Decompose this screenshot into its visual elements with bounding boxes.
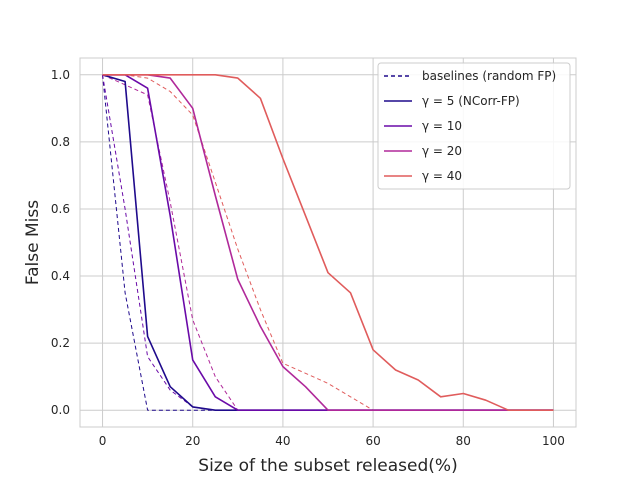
- legend-label: baselines (random FP): [422, 69, 556, 83]
- legend-label: γ = 10: [422, 119, 462, 133]
- plot-frame: [79, 57, 577, 428]
- legend-label: γ = 40: [422, 169, 462, 183]
- y-axis-title: False Miss: [23, 200, 43, 285]
- y-tick-label: 1.0: [51, 68, 70, 82]
- legend: baselines (random FP) γ = 5 (NCorr-FP) γ =…: [377, 62, 571, 190]
- y-tick-label: 0.6: [51, 202, 70, 216]
- legend-label: γ = 5 (NCorr-FP): [422, 94, 520, 108]
- x-tick-label: 60: [365, 434, 380, 448]
- y-tick-label: 0.8: [51, 135, 70, 149]
- series-layer: [102, 74, 554, 412]
- y-tick-label: 0.0: [51, 403, 70, 417]
- x-tick-label: 20: [185, 434, 200, 448]
- series-line-6: [102, 74, 554, 412]
- x-axis-title: Size of the subset released(%): [198, 456, 457, 476]
- legend-label: γ = 20: [422, 144, 462, 158]
- y-tick-label: 0.2: [51, 336, 70, 350]
- x-tick-label: 40: [275, 434, 290, 448]
- x-tick-label: 0: [99, 434, 107, 448]
- y-tick-label: 0.4: [51, 269, 70, 283]
- series-line-7: [102, 74, 554, 412]
- legend-box: [377, 62, 571, 190]
- tick-labels: 0 20 40 60 80 100 0.0 0.2 0.4 0.6 0.8 1.0: [51, 68, 565, 448]
- x-tick-label: 80: [456, 434, 471, 448]
- x-tick-label: 100: [542, 434, 565, 448]
